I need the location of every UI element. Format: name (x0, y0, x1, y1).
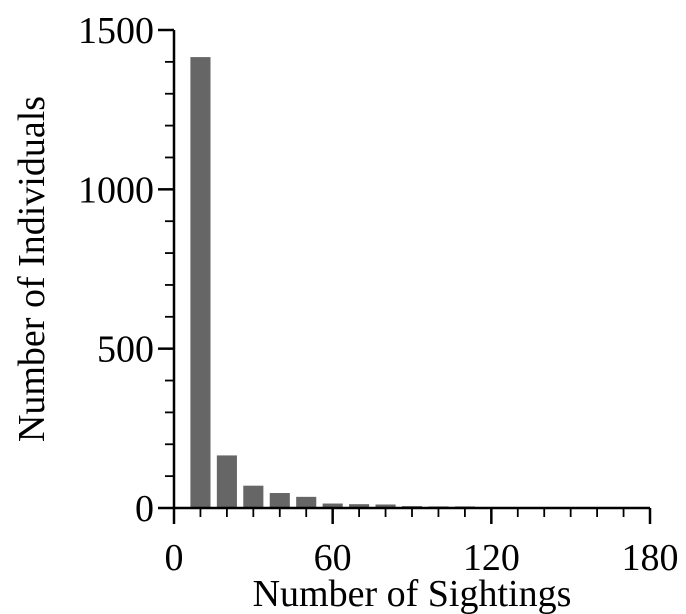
bar-4 (296, 496, 317, 508)
ticks-layer (158, 28, 652, 524)
y-tick-label: 0 (135, 488, 154, 530)
tick-labels-layer: 0 500 1000 1500 0 60 120 180 (78, 10, 679, 579)
bar-2 (243, 485, 264, 508)
bar-7 (375, 504, 396, 508)
bar-0 (190, 57, 211, 509)
y-axis-title: Number of Individuals (11, 96, 53, 442)
y-tick-label: 1500 (78, 10, 154, 52)
x-axis-title: Number of Sightings (253, 573, 572, 614)
x-tick-label: 0 (165, 537, 184, 579)
x-tick-label: 60 (314, 537, 352, 579)
x-tick-label: 180 (622, 537, 679, 579)
y-tick-label: 500 (97, 329, 154, 371)
bar-1 (216, 455, 237, 508)
axes-layer (172, 30, 650, 510)
bar-5 (322, 503, 343, 508)
bar-3 (269, 493, 290, 508)
y-tick-label: 1000 (78, 169, 154, 211)
x-tick-label: 120 (463, 537, 520, 579)
bars-layer (190, 57, 634, 509)
bar-6 (349, 504, 370, 508)
